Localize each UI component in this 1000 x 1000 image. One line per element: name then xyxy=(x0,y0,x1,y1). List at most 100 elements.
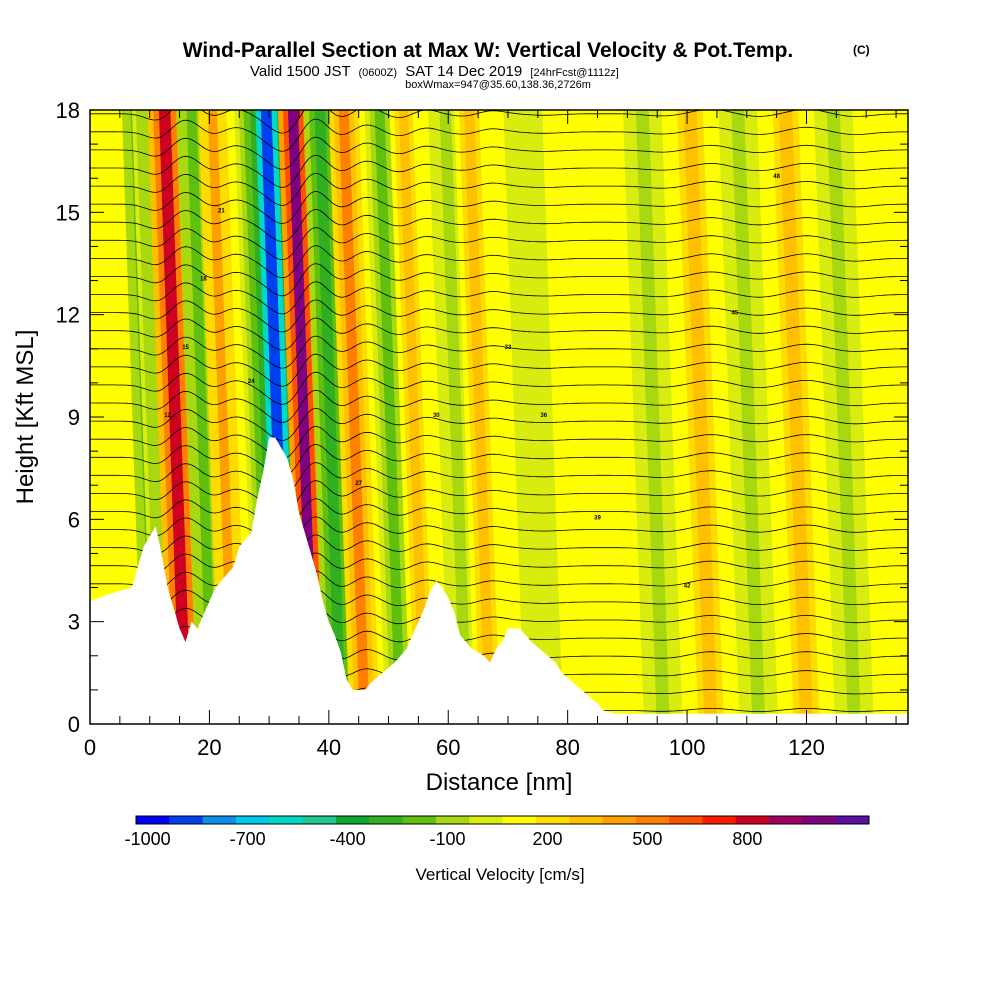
isentrope-label: 12 xyxy=(164,413,171,419)
isentrope-label: 15 xyxy=(182,345,189,351)
isentrope-line xyxy=(90,389,908,423)
velocity-band-17-2 xyxy=(731,110,766,724)
x-axis-label: Distance [nm] xyxy=(426,769,573,796)
colorbar-swatch xyxy=(402,816,437,824)
velocity-band-12-2 xyxy=(439,110,472,724)
isentrope-label: 48 xyxy=(773,174,780,180)
isentrope-label: 30 xyxy=(433,413,440,419)
velocity-band-3-2 xyxy=(186,110,218,724)
x-tick-label: 80 xyxy=(555,735,579,760)
colorbar-swatch xyxy=(769,816,803,824)
velocity-band-15-2 xyxy=(635,110,670,724)
isentrope-line xyxy=(90,118,908,152)
colorbar-swatch xyxy=(835,816,870,824)
forecast-tag: [24hrFcst@1112z] xyxy=(530,67,618,79)
isentrope-line xyxy=(90,498,908,532)
y-tick-label: 6 xyxy=(68,507,80,532)
isentrope-label: 33 xyxy=(505,345,512,351)
isentrope-line xyxy=(90,110,908,134)
x-tick-label: 20 xyxy=(197,735,221,760)
isentrope-line xyxy=(90,299,908,333)
colorbar-swatch xyxy=(669,816,703,824)
isentrope-label: 27 xyxy=(355,481,362,487)
isentrope-label: 18 xyxy=(200,277,207,283)
colorbar-tick-label: -700 xyxy=(230,829,266,849)
colorbar-swatch xyxy=(635,816,670,824)
terrain-mask xyxy=(90,437,908,724)
isentrope-line xyxy=(90,552,908,586)
colorbar-swatch xyxy=(435,816,470,824)
isentrope-line xyxy=(90,480,908,514)
colorbar-swatch xyxy=(202,816,237,824)
valid-prefix: Valid 1500 JST xyxy=(250,63,350,80)
isentrope-line xyxy=(90,516,908,550)
isentrope-line xyxy=(90,209,908,242)
isentrope-line xyxy=(90,534,908,568)
isentrope-label: 39 xyxy=(594,515,601,521)
isentrope-line xyxy=(90,245,908,279)
x-tick-label: 100 xyxy=(669,735,706,760)
y-axis-label: Height [Kft MSL] xyxy=(12,330,39,505)
isentrope-line xyxy=(90,335,908,369)
colorbar-swatch xyxy=(169,816,204,824)
isentrope-line xyxy=(90,190,908,224)
y-tick-label: 12 xyxy=(56,303,80,328)
colorbar-tick-label: 500 xyxy=(632,829,662,849)
velocity-band-9-2 xyxy=(338,110,370,724)
isentrope-label: 42 xyxy=(684,584,691,590)
isentrope-label: 36 xyxy=(540,413,547,419)
velocity-band-10-2 xyxy=(374,110,406,724)
isentrope-line xyxy=(90,154,908,188)
colorbar-title: Vertical Velocity [cm/s] xyxy=(415,865,584,884)
colorbar-swatch xyxy=(302,816,337,824)
colorbar-swatch xyxy=(569,816,603,824)
isentrope-line xyxy=(90,263,908,297)
velocity-band-11-2 xyxy=(398,110,430,724)
isentrope-label: 21 xyxy=(218,208,225,214)
x-tick-labels: 0 20 40 60 80 100 120 xyxy=(84,735,825,760)
colorbar-swatch xyxy=(535,816,570,824)
velocity-band-18-2 xyxy=(779,110,813,724)
copyright-mark: (C) xyxy=(853,43,870,57)
y-tick-label: 15 xyxy=(56,200,80,225)
colorbar-swatch xyxy=(235,816,270,824)
velocity-band-13-2 xyxy=(464,110,496,724)
velocity-band-16-2 xyxy=(683,110,718,724)
isentrope-line xyxy=(90,407,908,441)
isentrope-line xyxy=(90,227,908,261)
isentrope-line xyxy=(90,172,908,206)
colorbar-swatch xyxy=(136,816,170,824)
y-tick-label: 0 xyxy=(68,712,80,737)
colorbar-swatch xyxy=(335,816,370,824)
isentrope-line xyxy=(90,462,908,496)
colorbar-tick-label: -1000 xyxy=(125,829,171,849)
x-tick-label: 0 xyxy=(84,735,96,760)
isentrope-label: 45 xyxy=(732,311,739,317)
colorbar-swatch xyxy=(802,816,837,824)
isentrope-line xyxy=(90,353,908,387)
colorbar-tick-label: -400 xyxy=(330,829,366,849)
colorbar-swatch xyxy=(269,816,304,824)
isentrope-line xyxy=(90,444,908,478)
axis-ticks xyxy=(89,109,908,725)
valid-date: SAT 14 Dec 2019 xyxy=(405,63,522,80)
colorbar-swatch xyxy=(369,816,404,824)
velocity-band-8-2 xyxy=(314,110,347,724)
y-tick-label: 18 xyxy=(56,98,80,123)
colorbar-tick-label: 200 xyxy=(532,829,562,849)
isentrope-line xyxy=(90,317,908,351)
colorbar-swatch xyxy=(702,816,737,824)
box-wmax-line: boxWmax=947@35.60,138.36,2726m xyxy=(405,79,591,91)
colorbar-frame xyxy=(135,815,870,825)
plot-area: 12 15 18 21 24 27 30 33 36 39 42 45 48 xyxy=(90,110,908,724)
colorbar-swatch xyxy=(469,816,503,824)
isentrope-label: 24 xyxy=(248,379,255,385)
x-tick-label: 40 xyxy=(317,735,341,760)
chart-title: Wind-Parallel Section at Max W: Vertical… xyxy=(183,39,794,62)
isentrope-line xyxy=(90,136,908,170)
velocity-band-19-2 xyxy=(826,110,861,724)
colorbar-tick-labels: -1000 -700 -400 -100 200 500 800 xyxy=(125,829,763,849)
x-tick-label: 60 xyxy=(436,735,460,760)
y-tick-labels: 0 3 6 9 12 15 18 xyxy=(56,98,80,737)
